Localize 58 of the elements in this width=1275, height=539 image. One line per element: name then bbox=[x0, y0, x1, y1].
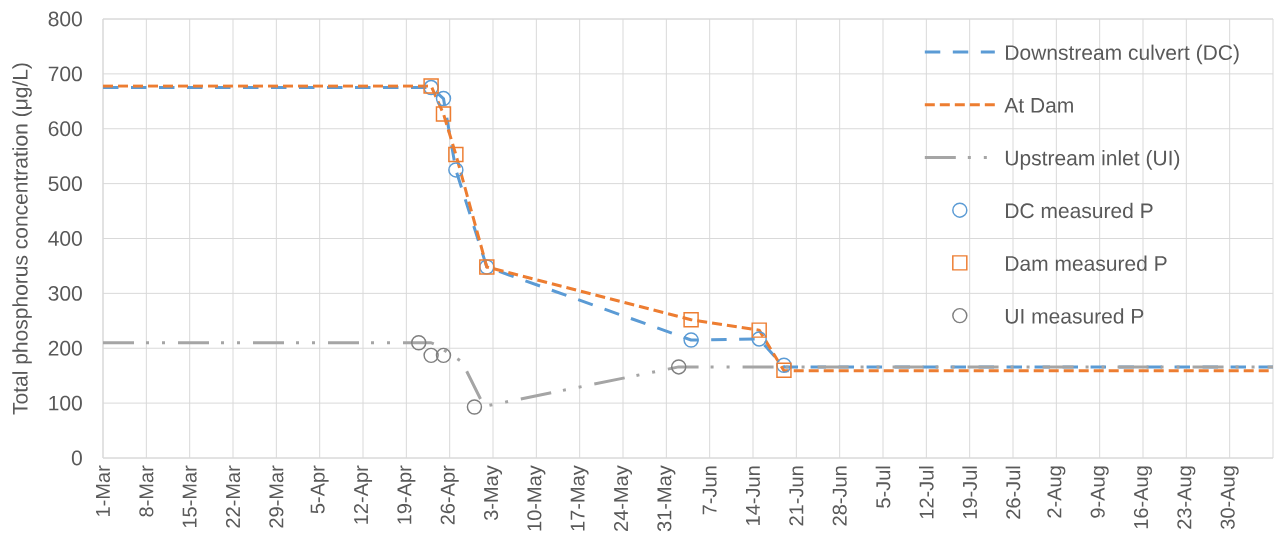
point bbox=[683, 311, 699, 328]
x-tick-label: 7-Jun bbox=[702, 466, 717, 515]
x-tick-label: 9-Aug bbox=[1090, 466, 1109, 518]
x-tick-label: 2-Aug bbox=[1047, 466, 1066, 518]
x-tick-label: 31-May bbox=[657, 465, 676, 532]
y-tick-label: 500 bbox=[48, 176, 82, 192]
point bbox=[776, 362, 792, 378]
x-tick-label: 28-Jun bbox=[832, 466, 847, 526]
x-tick-label: 23-Aug bbox=[1177, 466, 1196, 529]
legend-label: Dam measured P bbox=[1006, 255, 1167, 271]
x-tick-label: 30-Aug bbox=[1220, 466, 1239, 529]
y-tick-label: 0 bbox=[71, 450, 82, 466]
legend-label: UI measured P bbox=[1005, 308, 1144, 324]
point bbox=[448, 162, 464, 178]
x-tick-label: 5-Apr bbox=[310, 465, 329, 514]
y-tick-label: 600 bbox=[48, 121, 82, 137]
x-tick-label: 12-Apr bbox=[353, 465, 373, 524]
point bbox=[423, 347, 439, 364]
x-tick-label: 15-Mar bbox=[182, 465, 197, 528]
point bbox=[751, 322, 767, 338]
x-tick-label: 19-Jul bbox=[962, 466, 977, 519]
y-tick-label: 400 bbox=[48, 231, 82, 246]
legend-label: DC measured P bbox=[1006, 202, 1153, 219]
point bbox=[466, 399, 483, 415]
x-tick-label: 17-May bbox=[570, 465, 589, 531]
legend-label: Downstream culvert (DC) bbox=[1006, 44, 1239, 65]
x-tick-label: 12-Jul bbox=[918, 466, 934, 519]
x-tick-label: 19-Apr bbox=[397, 465, 416, 524]
x-tick-label: 14-Jun bbox=[746, 466, 760, 525]
point bbox=[751, 331, 767, 347]
x-tick-label: 1-Mar bbox=[96, 465, 110, 516]
line-series bbox=[103, 341, 1273, 408]
x-tick-label: 21-Jun bbox=[789, 466, 804, 526]
x-tick-label: 16-Aug bbox=[1133, 466, 1153, 529]
x-tick-label: 26-Jul bbox=[1005, 466, 1021, 519]
y-tick-label: 300 bbox=[48, 285, 82, 301]
y-tick-label: 800 bbox=[48, 11, 82, 27]
y-tick-label: 100 bbox=[49, 395, 82, 411]
x-tick-label: 22-Mar bbox=[225, 465, 241, 528]
x-tick-label: 26-Apr bbox=[440, 465, 459, 525]
x-tick-label: 24-May bbox=[613, 465, 633, 531]
x-tick-label: 10-May bbox=[527, 465, 546, 531]
point bbox=[448, 146, 464, 163]
point bbox=[410, 335, 427, 351]
legend-label: Upstream inlet (UI) bbox=[1005, 150, 1180, 170]
point bbox=[670, 359, 687, 375]
point bbox=[435, 90, 452, 107]
point bbox=[435, 347, 452, 364]
legend-label: At Dam bbox=[1004, 98, 1073, 113]
y-tick-label: 700 bbox=[48, 66, 82, 82]
x-tick-label: 5-Jul bbox=[875, 466, 891, 508]
y-tick-label: 200 bbox=[48, 340, 82, 356]
point bbox=[435, 106, 452, 122]
x-tick-label: 29-Mar bbox=[269, 465, 284, 528]
x-tick-label: 8-Mar bbox=[139, 465, 154, 517]
y-axis-title: Total phosphorus concentration (μg/L) bbox=[12, 63, 32, 415]
point bbox=[683, 332, 699, 348]
x-tick-label: 3-May bbox=[483, 465, 503, 521]
